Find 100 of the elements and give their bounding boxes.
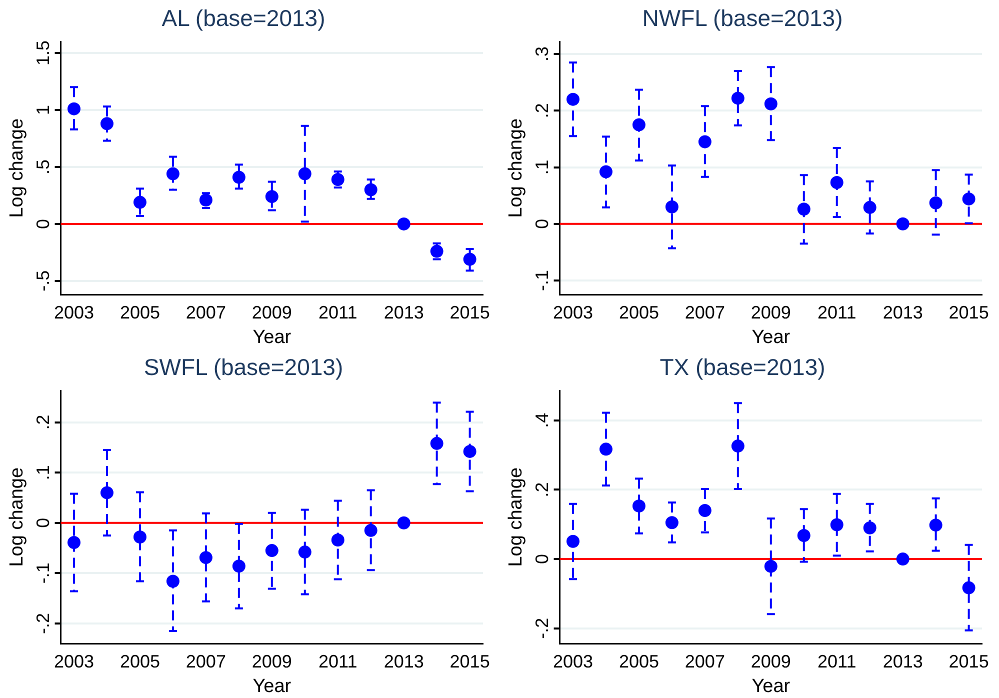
- x-axis-title: Year: [752, 676, 791, 697]
- point: [463, 444, 476, 458]
- point: [133, 196, 146, 209]
- point: [566, 92, 580, 106]
- chart-title: TX (base=2013): [660, 354, 826, 380]
- point: [364, 524, 378, 537]
- x-tick-label: 2009: [750, 651, 791, 672]
- y-tick-label: 0: [32, 218, 53, 229]
- point: [100, 486, 114, 500]
- x-tick-label: 2007: [684, 651, 725, 672]
- point: [665, 516, 678, 530]
- point: [764, 560, 778, 573]
- x-tick-label: 2015: [450, 651, 490, 672]
- x-tick-label: 2003: [54, 302, 94, 322]
- y-axis-title: Log change: [506, 118, 527, 218]
- point: [265, 544, 278, 558]
- x-tick-label: 2009: [750, 302, 791, 322]
- x-tick-label: 2015: [450, 302, 490, 322]
- y-tick-label: 0: [32, 518, 53, 528]
- y-tick-label: 1: [32, 104, 53, 115]
- x-tick-label: 2007: [186, 302, 226, 322]
- chart-title: AL (base=2013): [162, 5, 326, 32]
- point: [397, 516, 410, 530]
- point: [67, 102, 80, 116]
- point: [665, 200, 678, 214]
- point: [797, 528, 810, 542]
- point: [67, 536, 80, 549]
- point: [929, 196, 942, 210]
- y-tick-label: .2: [532, 103, 552, 118]
- point: [232, 560, 246, 573]
- point: [599, 442, 612, 456]
- point: [298, 546, 312, 559]
- point: [896, 217, 910, 230]
- x-tick-label: 2003: [54, 651, 94, 672]
- point: [698, 135, 712, 148]
- point: [896, 552, 910, 566]
- point: [599, 165, 612, 178]
- point: [929, 518, 942, 532]
- y-tick-label: -.1: [532, 270, 552, 291]
- y-tick-label: -.5: [32, 270, 53, 292]
- y-tick-label: .2: [532, 482, 552, 498]
- point: [632, 118, 646, 132]
- point: [962, 192, 976, 206]
- point: [364, 183, 378, 196]
- x-tick-label: 2011: [818, 651, 856, 672]
- point: [962, 581, 976, 594]
- x-tick-label: 2013: [384, 651, 424, 672]
- y-axis-title: Log change: [506, 467, 527, 567]
- y-axis-title: Log change: [6, 467, 28, 567]
- point: [232, 170, 246, 184]
- y-axis-title: Log change: [6, 118, 28, 218]
- y-tick-label: 0: [532, 218, 552, 229]
- point: [731, 440, 744, 453]
- y-tick-label: .1: [532, 160, 552, 175]
- y-tick-label: .1: [32, 465, 53, 480]
- point: [166, 167, 180, 180]
- x-tick-label: 2003: [552, 651, 594, 672]
- x-tick-label: 2015: [948, 651, 989, 672]
- y-tick-label: .4: [532, 412, 552, 428]
- x-tick-label: 2013: [384, 302, 424, 322]
- x-axis-title: Year: [752, 326, 791, 348]
- point: [863, 200, 876, 214]
- x-tick-label: 2009: [252, 651, 292, 672]
- point: [863, 521, 876, 534]
- point: [463, 252, 476, 266]
- x-tick-label: 2005: [618, 651, 659, 672]
- point: [430, 436, 444, 450]
- x-tick-label: 2003: [552, 302, 594, 322]
- point: [166, 574, 180, 588]
- x-tick-label: 2005: [120, 651, 160, 672]
- x-tick-label: 2007: [684, 302, 725, 322]
- x-tick-label: 2013: [882, 302, 923, 322]
- point: [632, 500, 646, 513]
- point: [265, 190, 278, 204]
- chart-title: NWFL (base=2013): [642, 5, 843, 32]
- y-tick-label: -.2: [32, 612, 53, 634]
- point: [331, 172, 344, 186]
- point: [797, 202, 810, 216]
- chart-title: SWFL (base=2013): [144, 354, 344, 380]
- point: [397, 217, 410, 230]
- point: [133, 530, 146, 544]
- y-tick-label: 1.5: [32, 40, 53, 66]
- x-axis-title: Year: [252, 676, 292, 697]
- point: [731, 92, 744, 105]
- point: [764, 97, 778, 110]
- y-tick-label: .2: [32, 414, 53, 430]
- x-tick-label: 2007: [186, 651, 226, 672]
- point: [566, 534, 580, 548]
- x-tick-label: 2005: [618, 302, 659, 322]
- x-tick-label: 2013: [882, 651, 923, 672]
- point: [100, 117, 114, 130]
- x-axis-title: Year: [252, 326, 292, 348]
- point: [199, 551, 212, 564]
- point: [698, 504, 712, 518]
- point: [830, 176, 844, 190]
- point: [430, 244, 444, 258]
- y-tick-label: .3: [532, 46, 552, 62]
- point: [331, 533, 344, 546]
- x-tick-label: 2015: [948, 302, 989, 322]
- x-tick-label: 2009: [252, 302, 292, 322]
